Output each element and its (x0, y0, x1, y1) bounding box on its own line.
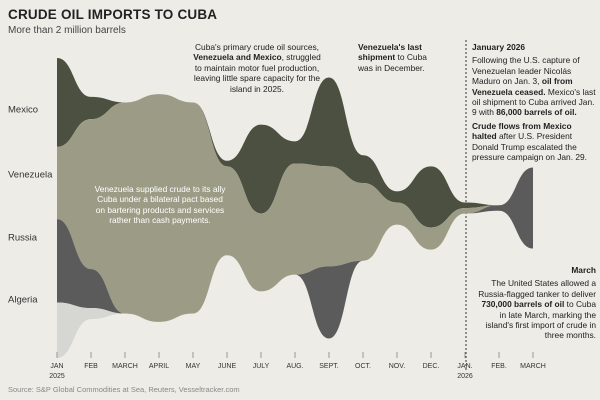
annotation-text: March (571, 265, 596, 275)
series-label: Algeria (8, 295, 38, 306)
annotation: Venezuela's last shipment to Cuba was in… (358, 42, 440, 76)
x-tick-label: FEB (84, 363, 98, 370)
x-tick-label: JAN (50, 363, 63, 370)
annotation-paragraph: The United States allowed a Russia-flagg… (478, 278, 596, 340)
x-tick-label: APRIL (149, 363, 169, 370)
annotation-paragraph: March (478, 265, 596, 275)
x-year-label: 2025 (49, 373, 65, 380)
annotation-text: 730,000 barrels of oil (481, 299, 565, 310)
annotation-text: to Cuba in late March, marking the islan… (485, 299, 596, 341)
annotation-text: Venezuela and Mexico (193, 52, 282, 63)
annotation: January 2026 Following the U.S. capture o… (472, 42, 596, 165)
series-label: Russia (8, 233, 38, 244)
annotation-text: The United States allowed a Russia-flagg… (478, 278, 596, 299)
x-tick-label: JUNE (218, 363, 237, 370)
annotation-text: January 2026 (472, 42, 526, 52)
annotation: Venezuela supplied crude to its ally Cub… (94, 184, 226, 229)
annotation: March The United States allowed a Russia-… (478, 265, 596, 344)
stream-area (57, 94, 533, 322)
annotation-text: Venezuela's last shipment (358, 42, 422, 63)
x-tick-label: MARCH (112, 363, 138, 370)
x-tick-label: AUG. (286, 363, 303, 370)
x-tick-label: DEC. (423, 363, 440, 370)
x-tick-label: JAN. (457, 363, 472, 370)
stream-area (57, 58, 533, 228)
x-tick-label: JULY (253, 363, 270, 370)
annotation-paragraph: January 2026 (472, 42, 596, 52)
annotation-paragraph: Following the U.S. capture of Venezuelan… (472, 55, 596, 117)
annotation-paragraph: Cuba's primary crude oil sources, Venezu… (192, 42, 322, 94)
chart-title: CRUDE OIL IMPORTS TO CUBA (8, 7, 218, 22)
x-tick-label: NOV. (389, 363, 406, 370)
annotation-text: Mexico's last oil shipment to Cuba arriv… (472, 86, 596, 118)
annotation-text: 86,000 barrels of oil. (496, 107, 577, 118)
x-tick-label: SEPT. (319, 363, 339, 370)
annotation-text: Following the U.S. capture of Venezuelan… (472, 55, 580, 87)
annotation-text: Crude flows from Mexico halted (472, 120, 572, 142)
annotation-paragraph: Crude flows from Mexico halted after U.S… (472, 121, 596, 163)
annotation-paragraph: Venezuela supplied crude to its ally Cub… (94, 184, 226, 226)
x-tick-label: MAY (186, 363, 201, 370)
x-tick-label: OCT. (355, 363, 371, 370)
annotation-text: Cuba's primary crude oil sources, (194, 42, 319, 52)
annotation-text: to Cuba was in December. (358, 52, 427, 73)
series-label: Venezuela (8, 170, 53, 181)
x-year-label: 2026 (457, 373, 473, 380)
annotation-text: oil from Venezuela ceased. (472, 76, 573, 97)
annotation: Cuba's primary crude oil sources, Venezu… (192, 42, 322, 97)
series-label: Mexico (8, 105, 38, 116)
x-tick-label: FEB. (491, 363, 507, 370)
chart-subtitle: More than 2 million barrels (8, 25, 126, 36)
x-tick-label: MARCH (520, 363, 546, 370)
annotation-text: , struggled to maintain motor fuel produ… (193, 52, 321, 94)
annotation-paragraph: Venezuela's last shipment to Cuba was in… (358, 42, 440, 73)
annotation-text: Venezuela supplied crude to its ally Cub… (94, 184, 226, 226)
source: Source: S&P Global Commodities at Sea, R… (8, 385, 240, 394)
annotation-text: after U.S. President Donald Trump escala… (472, 131, 587, 163)
